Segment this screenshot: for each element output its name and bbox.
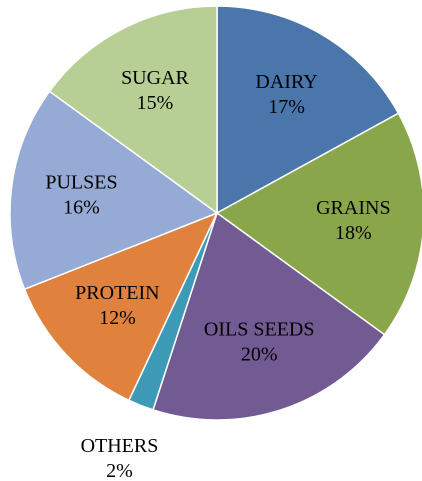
slice-label: PROTEIN — [75, 282, 159, 304]
slice-value-label: 15% — [137, 92, 174, 114]
slice-value-label: 2% — [106, 460, 133, 481]
pie-slice — [48, 5, 218, 215]
slice-label: SUGAR — [121, 67, 189, 89]
pie-slice — [152, 211, 386, 421]
pie-slice — [216, 5, 400, 215]
slice-label: PULSES — [45, 171, 117, 193]
pie-slice — [9, 90, 219, 291]
slice-label: GRAINS — [316, 197, 390, 219]
pie-slice — [23, 211, 219, 402]
pie-slice — [215, 112, 422, 336]
slice-value-label: 18% — [335, 222, 372, 244]
slice-value-label: 16% — [63, 196, 100, 218]
slice-label: OILS SEEDS — [204, 319, 315, 341]
slice-value-label: 20% — [241, 344, 278, 366]
slice-value-label: 17% — [268, 96, 305, 118]
slice-label: DAIRY — [255, 71, 317, 93]
slice-label: OTHERS — [81, 435, 159, 457]
slice-value-label: 12% — [99, 307, 136, 329]
